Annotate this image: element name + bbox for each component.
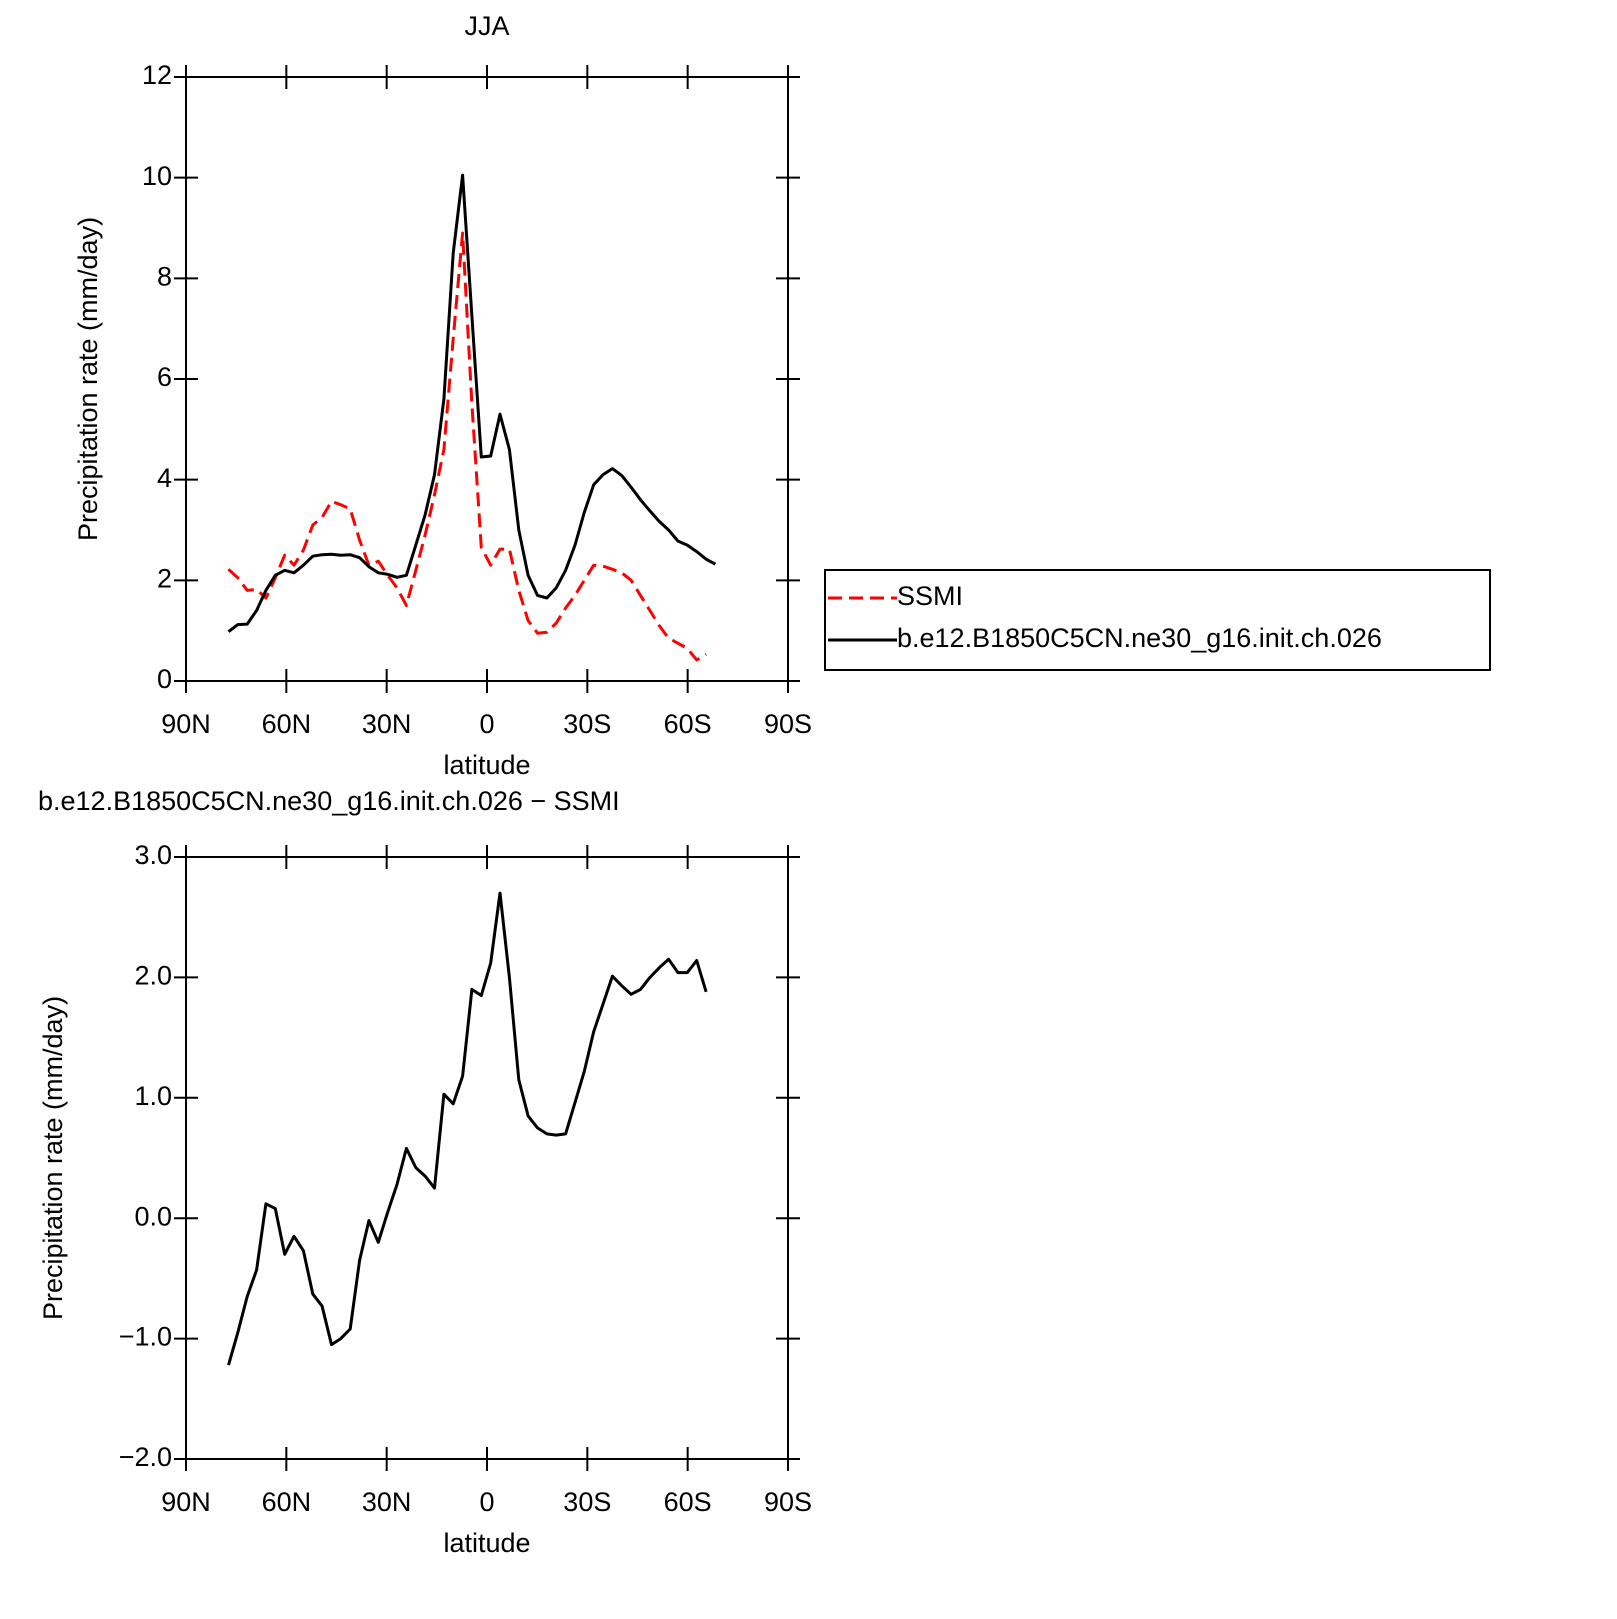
data-line (227, 891, 708, 1366)
x-tick-label: 30N (362, 1487, 412, 1517)
y-tick-label: 4 (157, 463, 172, 493)
x-tick-label: 60N (262, 709, 312, 739)
legend-box (824, 569, 1491, 671)
x-tick-label: 30S (563, 1487, 611, 1517)
legend-label: SSMI (897, 581, 963, 611)
plot-frame (185, 76, 789, 682)
y-tick-label: 1.0 (134, 1081, 172, 1111)
x-tick-label: 60N (262, 1487, 312, 1517)
x-tick-label: 90N (161, 1487, 211, 1517)
y-tick-label: −1.0 (119, 1322, 172, 1352)
y-tick-label: 0.0 (134, 1201, 172, 1231)
x-tick-label: 90S (764, 1487, 812, 1517)
y-tick-label: 2.0 (134, 961, 172, 991)
y-tick-label: −2.0 (119, 1442, 172, 1472)
chart-title: b.e12.B1850C5CN.ne30_g16.init.ch.026 − S… (38, 786, 620, 816)
y-tick-label: 3.0 (134, 840, 172, 870)
x-tick-label: 60S (664, 1487, 712, 1517)
y-tick-label: 8 (157, 261, 172, 291)
y-tick-label: 10 (142, 161, 172, 191)
x-tick-label: 0 (479, 1487, 494, 1517)
y-tick-label: 12 (142, 60, 172, 90)
x-axis-label: latitude (443, 1528, 530, 1558)
y-tick-label: 0 (157, 664, 172, 694)
data-line (227, 173, 717, 633)
y-tick-label: 6 (157, 362, 172, 392)
y-axis-label: Precipitation rate (mm/day) (38, 996, 68, 1320)
y-tick-label: 2 (157, 563, 172, 593)
x-tick-label: 90N (161, 709, 211, 739)
x-tick-label: 30S (563, 709, 611, 739)
legend-label: b.e12.B1850C5CN.ne30_g16.init.ch.026 (897, 623, 1382, 653)
x-tick-label: 60S (664, 709, 712, 739)
x-axis-label: latitude (443, 750, 530, 780)
x-tick-label: 90S (764, 709, 812, 739)
x-tick-label: 30N (362, 709, 412, 739)
y-axis-label: Precipitation rate (mm/day) (73, 217, 103, 541)
plot-frame (185, 856, 789, 1460)
data-line (227, 231, 707, 662)
x-tick-label: 0 (479, 709, 494, 739)
chart-title: JJA (464, 11, 509, 41)
